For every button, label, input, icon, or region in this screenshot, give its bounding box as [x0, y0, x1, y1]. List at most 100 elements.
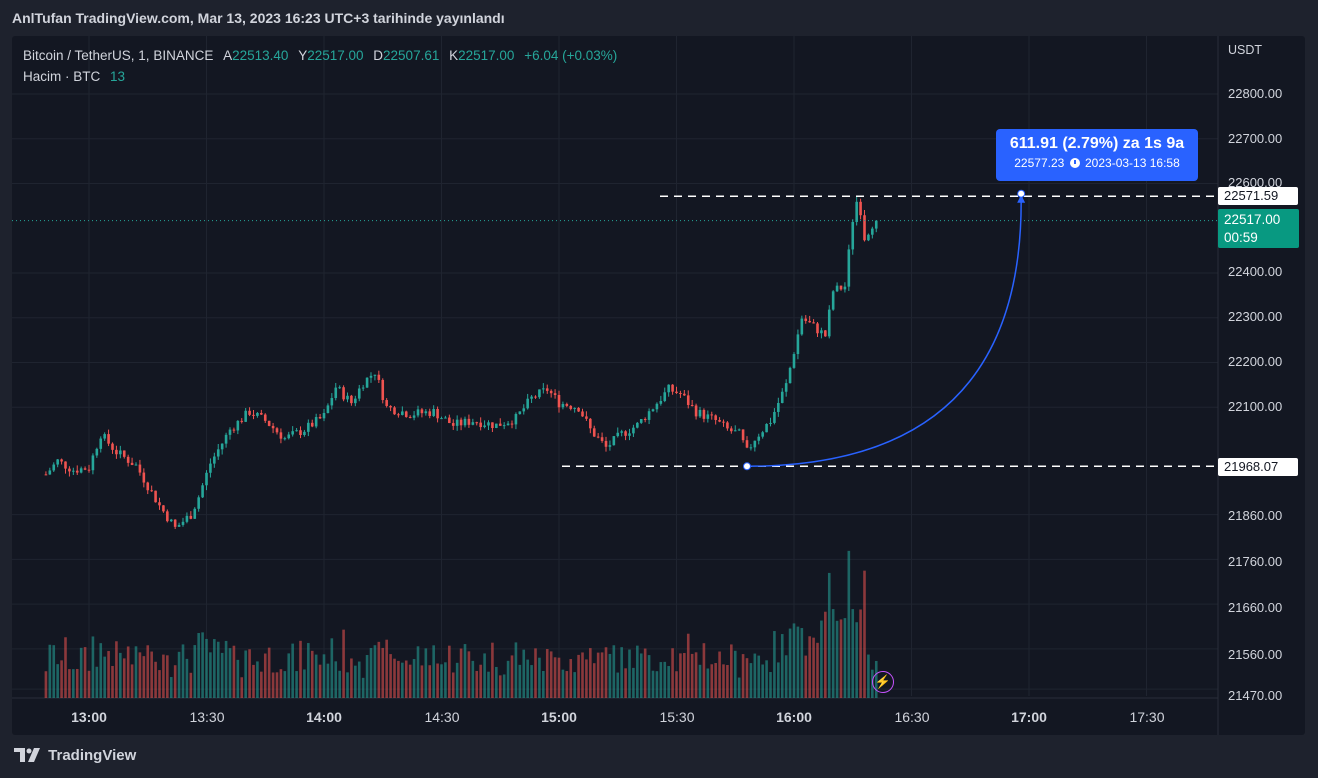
volume-bar [209, 652, 212, 698]
candle-body [256, 412, 259, 416]
candle-body [667, 384, 670, 393]
candle-body [624, 431, 627, 436]
candle-body [377, 374, 381, 380]
candle-body [436, 408, 439, 419]
candle-body [122, 450, 126, 457]
candle-body [534, 396, 537, 398]
candle-body [855, 201, 858, 222]
candle-body [444, 417, 447, 419]
y-tick-label: 21560.00 [1228, 647, 1283, 662]
candle-body [64, 461, 67, 469]
x-tick-label: 14:00 [306, 709, 342, 725]
candle-body [506, 423, 510, 426]
volume-bar [804, 655, 808, 698]
volume-bar [777, 662, 780, 698]
volume-bar [346, 672, 349, 698]
volume-bar [628, 649, 631, 698]
candle-body [483, 425, 486, 428]
price-range-measure-label[interactable]: 611.91 (2.79%) za 1s 9a 22577.23 2023-03… [996, 129, 1198, 181]
candle-body [252, 414, 255, 416]
volume-bar [350, 658, 353, 698]
volume-bar [667, 666, 670, 698]
candle-body [459, 419, 463, 426]
candle-body [847, 249, 851, 287]
volume-bar [99, 643, 103, 698]
volume-bar [585, 659, 588, 698]
volume-bar [663, 661, 667, 698]
candle-body [338, 387, 341, 389]
volume-bar [812, 637, 815, 698]
volume-bar [647, 655, 651, 698]
last-price-value: 22517.00 [1224, 212, 1281, 227]
volume-bar [52, 645, 56, 698]
candle-body [173, 519, 177, 527]
volume-bar [440, 664, 443, 698]
legend-volume-label[interactable]: Hacim · BTC [23, 69, 101, 84]
candle-body [240, 420, 244, 422]
candle-body [263, 414, 267, 421]
candle-body [448, 417, 451, 424]
volume-bar [851, 609, 855, 698]
candle-body [612, 436, 616, 446]
x-tick-label: 17:00 [1011, 709, 1047, 725]
volume-bar [357, 661, 361, 698]
measure-start-point [743, 462, 751, 471]
y-tick-label: 22600.00 [1228, 175, 1283, 190]
volume-bar [236, 659, 240, 698]
volume-bar [279, 669, 283, 698]
volume-bar [369, 648, 373, 698]
volume-bar [166, 655, 169, 698]
y-tick-label: 22300.00 [1228, 309, 1283, 324]
price-axis-unit[interactable]: USDT [1228, 43, 1263, 57]
candle-body [577, 407, 580, 412]
candle-body [867, 234, 870, 241]
last-price-label: 22517.00 00:59 [1218, 209, 1299, 248]
volume-bar [737, 677, 741, 698]
volume-bar [549, 651, 553, 698]
volume-bar [291, 643, 294, 698]
volume-bar [75, 668, 79, 698]
lightning-icon[interactable]: ⚡ [872, 671, 894, 693]
candle-body [530, 396, 533, 399]
candle-body [228, 429, 232, 435]
volume-bar [800, 628, 804, 698]
candle-body [851, 221, 855, 250]
legend-symbol[interactable]: Bitcoin / TetherUS, 1, BINANCE [23, 48, 214, 63]
volume-bar [714, 663, 717, 698]
candle-body [44, 474, 48, 476]
candle-body [604, 440, 608, 447]
volume-bar [130, 664, 134, 698]
candle-body [784, 383, 788, 392]
candle-body [643, 419, 647, 421]
candle-body [75, 470, 79, 473]
volume-bar [126, 646, 130, 698]
price-chart-svg[interactable] [12, 36, 1305, 735]
volume-bar [91, 636, 95, 698]
candle-body [749, 447, 753, 449]
volume-bar [761, 664, 764, 698]
candle-body [542, 388, 545, 390]
volume-bar [824, 611, 827, 698]
candle-body [107, 434, 110, 444]
legend-change: +6.04 (+0.03%) [524, 48, 618, 63]
volume-bar [146, 645, 150, 698]
volume-bar [683, 653, 686, 698]
candle-body [812, 322, 815, 324]
candle-body [538, 389, 541, 398]
candle-body [295, 430, 298, 432]
volume-bar [377, 641, 381, 698]
volume-bar [581, 652, 584, 698]
volume-bar [444, 662, 447, 698]
volume-bar [162, 654, 165, 698]
candle-body [690, 404, 694, 406]
volume-bar [138, 652, 142, 698]
candle-body [310, 422, 314, 427]
chart-pane[interactable]: Bitcoin / TetherUS, 1, BINANCE A22513.40… [12, 36, 1305, 735]
tradingview-brand[interactable]: TradingView [14, 747, 136, 764]
volume-bar [608, 653, 612, 698]
x-tick-label: 13:00 [71, 709, 107, 725]
candle-body [134, 464, 138, 466]
volume-bar [733, 650, 737, 698]
volume-bar [72, 669, 75, 698]
volume-bar [451, 672, 455, 698]
